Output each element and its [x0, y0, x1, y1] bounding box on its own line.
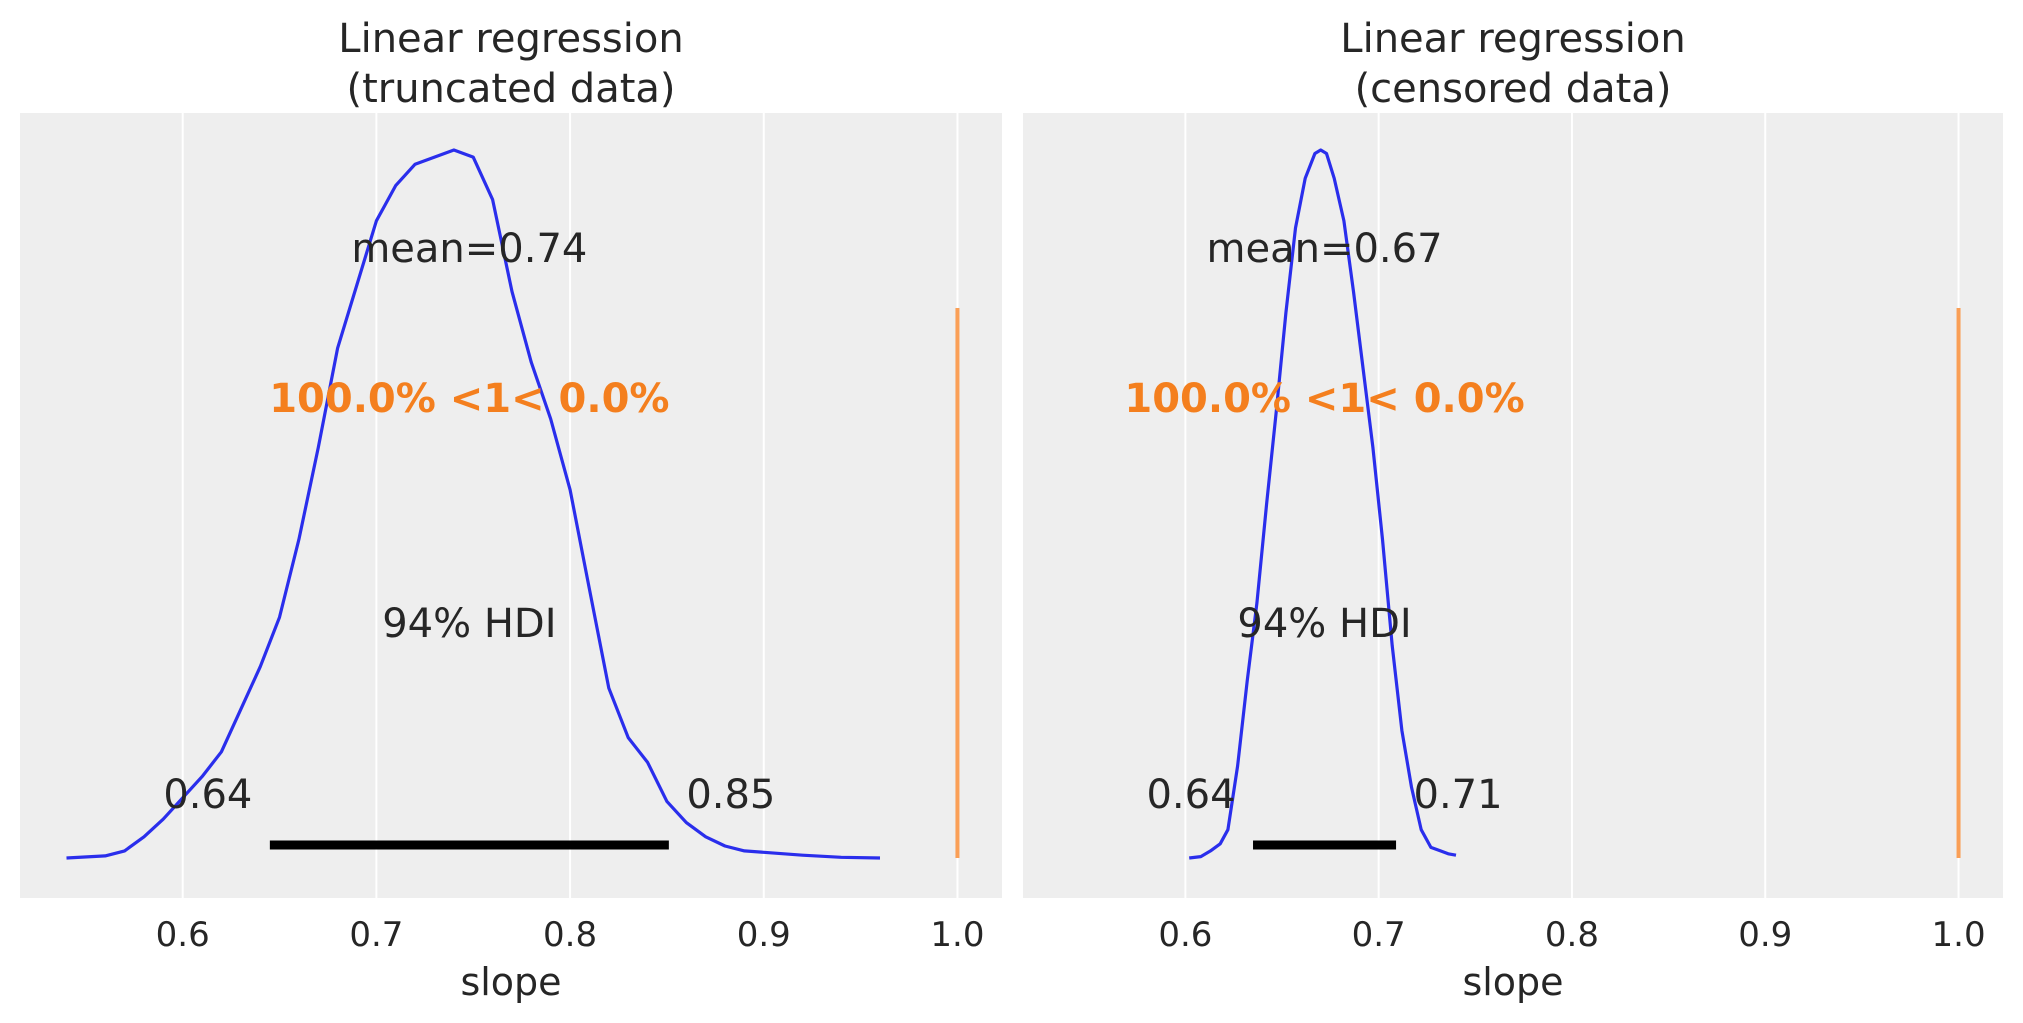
x-tick-labels: 0.6 0.7 0.8 0.9 1.0 — [1158, 915, 1985, 955]
x-tick-label: 0.7 — [349, 915, 403, 955]
reference-probability-label: 100.0% <1< 0.0% — [1124, 376, 1524, 422]
x-tick-label: 0.9 — [737, 915, 791, 955]
panel-censored: Linear regression (censored data) mean=0… — [1023, 16, 2003, 1004]
panel-title-line1: Linear regression — [1340, 16, 1685, 62]
reference-probability-label: 100.0% <1< 0.0% — [269, 376, 669, 422]
grid-lines — [181, 113, 959, 898]
x-tick-label: 0.6 — [156, 915, 210, 955]
x-tick-label: 0.6 — [1158, 915, 1212, 955]
x-tick-label: 0.8 — [543, 915, 597, 955]
x-tick-labels: 0.6 0.7 0.8 0.9 1.0 — [156, 915, 985, 955]
panel-truncated: Linear regression (truncated data) mean=… — [20, 16, 1002, 1004]
x-axis-label: slope — [460, 960, 561, 1004]
kde-curve — [1189, 148, 1457, 860]
panel-title-line2: (truncated data) — [346, 66, 675, 112]
x-tick-label: 0.9 — [1738, 915, 1792, 955]
x-axis-label: slope — [1462, 960, 1563, 1004]
hdi-low-label: 0.64 — [1146, 772, 1235, 818]
x-tick-label: 0.7 — [1352, 915, 1406, 955]
kde-curve — [66, 148, 881, 860]
mean-label: mean=0.67 — [1207, 226, 1443, 272]
panel-title-line1: Linear regression — [338, 16, 683, 62]
panel-title-line2: (censored data) — [1355, 66, 1672, 112]
x-tick-label: 1.0 — [930, 915, 984, 955]
hdi-low-label: 0.64 — [163, 772, 252, 818]
mean-label: mean=0.74 — [351, 226, 587, 272]
x-tick-label: 1.0 — [1932, 915, 1986, 955]
x-tick-label: 0.8 — [1545, 915, 1599, 955]
hdi-high-label: 0.85 — [686, 772, 775, 818]
hdi-high-label: 0.71 — [1414, 772, 1503, 818]
hdi-label: 94% HDI — [1237, 601, 1411, 647]
hdi-label: 94% HDI — [382, 601, 556, 647]
